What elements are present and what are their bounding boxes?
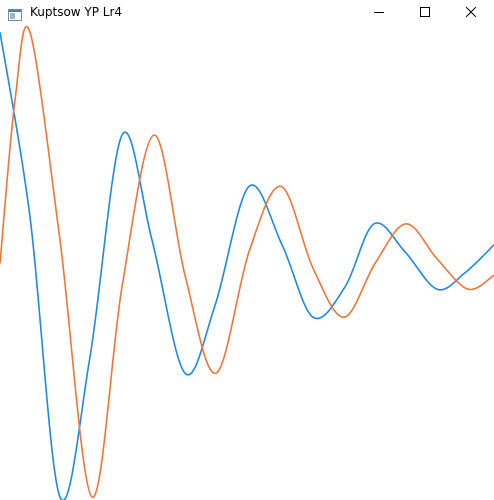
series-line-2 (0, 25, 494, 498)
minimize-icon (374, 7, 384, 17)
window-title: Kuptsow YP Lr4 (30, 5, 123, 19)
title-bar[interactable]: Kuptsow YP Lr4 (0, 0, 494, 24)
maximize-icon (420, 7, 430, 17)
minimize-button[interactable] (356, 0, 402, 24)
app-window-icon (8, 6, 22, 21)
close-icon (466, 7, 476, 17)
close-button[interactable] (448, 0, 494, 24)
maximize-button[interactable] (402, 0, 448, 24)
damped-oscillation-plot (0, 25, 494, 500)
drawing-canvas (0, 24, 494, 500)
series-line-1 (0, 32, 494, 500)
